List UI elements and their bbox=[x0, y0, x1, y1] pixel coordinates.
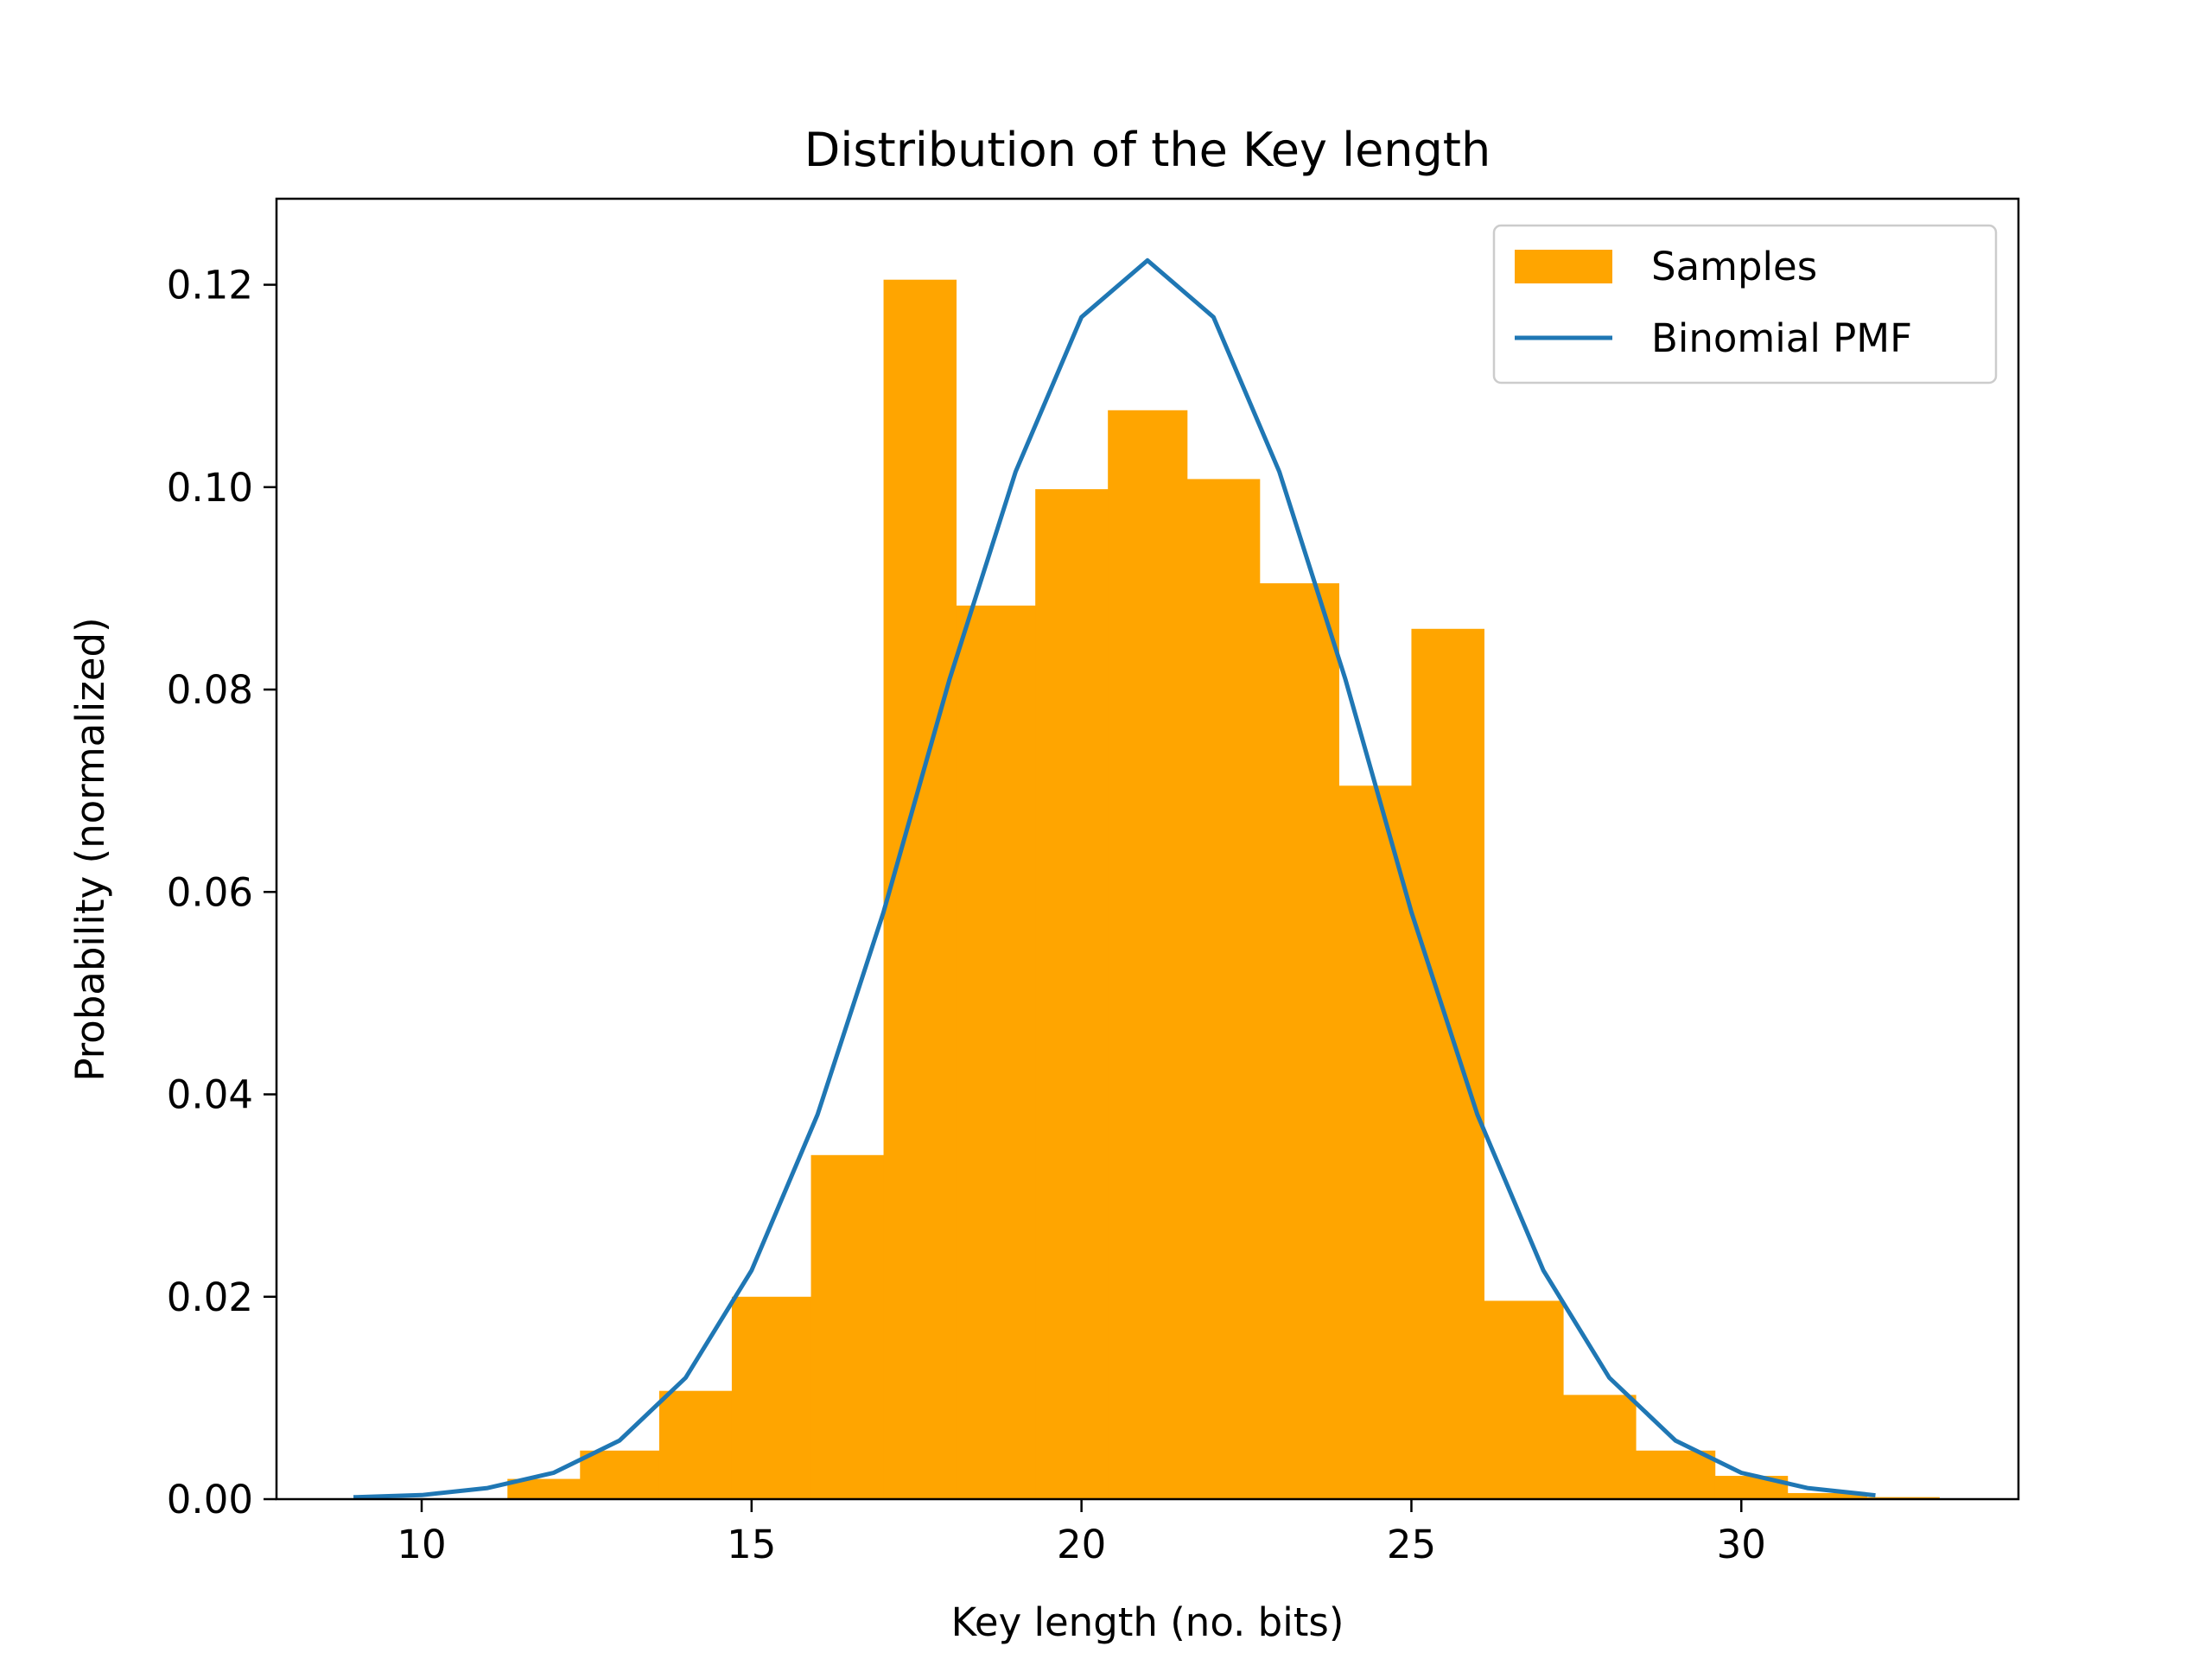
y-tick-label: 0.04 bbox=[167, 1072, 253, 1118]
histogram-bar bbox=[1035, 489, 1109, 1499]
y-tick-label: 0.08 bbox=[167, 667, 253, 713]
histogram-bar bbox=[1259, 583, 1339, 1499]
histogram-bar bbox=[1186, 479, 1261, 1500]
histogram-bar bbox=[1484, 1300, 1564, 1499]
y-tick-label: 0.06 bbox=[167, 869, 253, 915]
pmf-line-group bbox=[353, 257, 1876, 1500]
x-tick-label: 30 bbox=[1717, 1522, 1766, 1567]
histogram-bar bbox=[1636, 1450, 1716, 1499]
histogram-bar bbox=[507, 1478, 581, 1499]
x-tick-label: 10 bbox=[397, 1522, 446, 1567]
x-tick-label: 25 bbox=[1387, 1522, 1436, 1567]
histogram-bar bbox=[956, 605, 1036, 1499]
legend-box bbox=[1492, 224, 1998, 385]
legend-swatch-samples bbox=[1515, 250, 1612, 283]
y-tick-label: 0.02 bbox=[167, 1274, 253, 1320]
legend-label-pmf: Binomial PMF bbox=[1651, 315, 1912, 361]
histogram-bar bbox=[1338, 785, 1412, 1499]
histogram-bar bbox=[1108, 410, 1188, 1499]
legend-label-samples: Samples bbox=[1651, 244, 1817, 289]
histogram-bar bbox=[883, 279, 957, 1499]
x-tick-label: 15 bbox=[727, 1522, 776, 1567]
plot-frame bbox=[275, 197, 2020, 1501]
y-axis-ticks: 0.00 0.02 0.04 0.06 0.08 0.10 0.12 bbox=[167, 263, 276, 1522]
y-tick-label: 0.12 bbox=[167, 263, 253, 308]
x-axis-ticks: 10 15 20 25 30 bbox=[397, 1499, 1766, 1567]
chart-title: Distribution of the Key length bbox=[804, 123, 1491, 177]
y-axis-label: Probability (normalized) bbox=[67, 617, 113, 1081]
x-axis-label: Key length (no. bits) bbox=[951, 1599, 1344, 1645]
histogram-bar bbox=[1787, 1492, 1867, 1499]
histogram-bar bbox=[658, 1390, 733, 1499]
pmf-line bbox=[353, 257, 1876, 1500]
histogram-bar bbox=[1563, 1395, 1637, 1499]
histogram-bars bbox=[507, 279, 1940, 1500]
legend: Samples Binomial PMF bbox=[1492, 224, 1998, 385]
x-tick-label: 20 bbox=[1057, 1522, 1106, 1567]
histogram-bar bbox=[731, 1296, 812, 1499]
histogram-bar bbox=[810, 1154, 885, 1499]
histogram-bar bbox=[1411, 628, 1484, 1499]
histogram-bar bbox=[580, 1450, 660, 1499]
y-tick-label: 0.00 bbox=[167, 1477, 253, 1522]
y-tick-label: 0.10 bbox=[167, 465, 253, 511]
